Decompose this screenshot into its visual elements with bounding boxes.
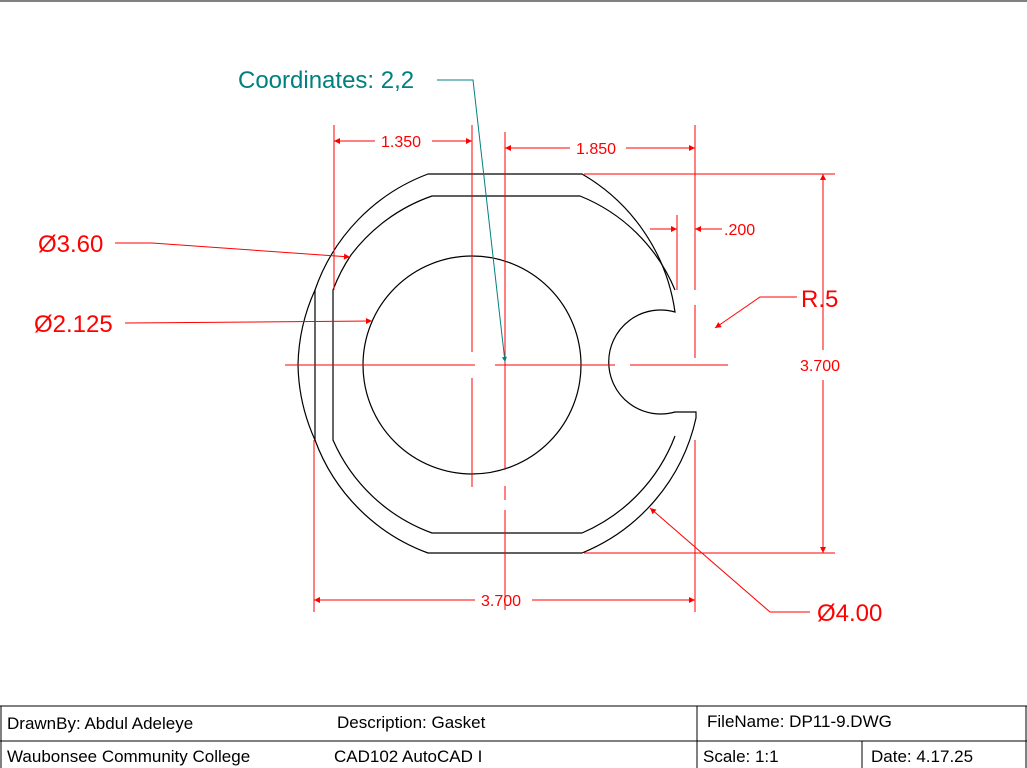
extension-lines bbox=[313, 125, 835, 612]
drawn-by-field: DrawnBy: Abdul Adeleye bbox=[7, 714, 194, 733]
dimension-lines bbox=[115, 138, 826, 613]
date-field: Date: 4.17.25 bbox=[871, 747, 974, 766]
dim-width-text: 3.700 bbox=[481, 593, 521, 610]
scale-field: Scale: 1:1 bbox=[703, 747, 779, 766]
title-block-grid bbox=[0, 705, 1027, 768]
gasket-inner-profile bbox=[332, 195, 676, 534]
dim-slot-depth-text: .200 bbox=[724, 222, 755, 239]
course-field: CAD102 AutoCAD I bbox=[334, 747, 483, 766]
dim-slot-radius-text: R.5 bbox=[801, 286, 838, 313]
school-field: Waubonsee Community College bbox=[7, 747, 251, 766]
file-name-field: FileName: DP11-9.DWG bbox=[707, 712, 892, 731]
coordinates-note: Coordinates: 2,2 bbox=[238, 67, 414, 94]
dim-left-offset-text: 1.350 bbox=[381, 134, 421, 151]
dim-height-text: 3.700 bbox=[800, 358, 840, 375]
leader-outer-dia bbox=[649, 507, 810, 613]
dim-outer-dia-text: Ø4.00 bbox=[817, 600, 882, 627]
coordinates-leader bbox=[437, 79, 507, 363]
gasket-geometry bbox=[297, 173, 697, 554]
description-field: Description: Gasket bbox=[337, 713, 486, 732]
center-lines bbox=[285, 132, 728, 610]
leader-center-hole-dia bbox=[124, 318, 373, 325]
dim-outer-arc-dia-text: Ø3.60 bbox=[38, 231, 103, 258]
leader-outer-arc-dia bbox=[115, 242, 351, 260]
leader-slot-radius bbox=[714, 296, 797, 329]
dim-right-offset-text: 1.850 bbox=[576, 141, 616, 158]
gasket-outer-profile bbox=[314, 173, 697, 554]
dim-center-hole-dia-text: Ø2.125 bbox=[34, 311, 113, 338]
